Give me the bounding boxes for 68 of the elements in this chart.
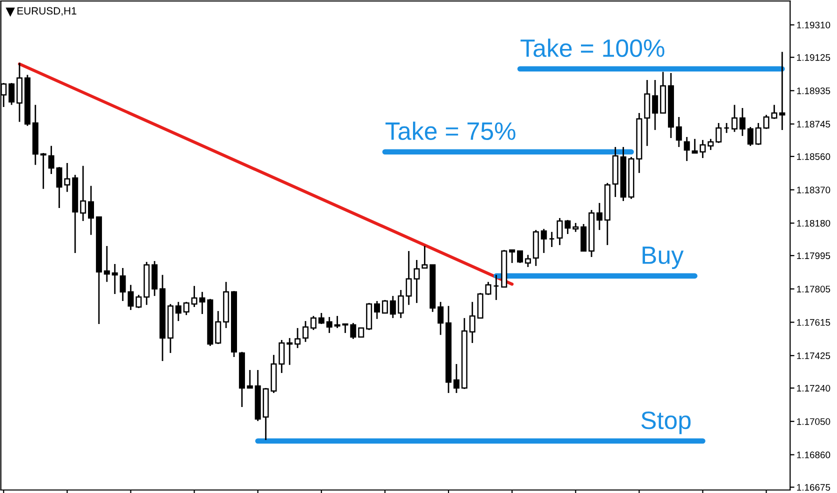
candlestick: [469, 301, 476, 344]
candlestick: [540, 228, 547, 254]
candlestick: [318, 312, 324, 325]
y-tick-label: 1.17995: [797, 252, 830, 260]
candlestick: [310, 315, 316, 331]
y-tick-label: 1.16675: [797, 484, 830, 491]
y-tick-label: 1.17240: [797, 384, 830, 392]
candlestick: [183, 301, 190, 316]
y-tick-label: 1.19125: [797, 54, 830, 61]
y-tick-label: 1.19310: [797, 22, 830, 28]
candlestick: [104, 245, 110, 283]
candlestick: [724, 122, 730, 134]
candlestick: [524, 254, 531, 268]
candlestick: [246, 369, 253, 389]
candlestick: [64, 162, 70, 193]
y-tick-label: 1.18745: [797, 120, 830, 128]
y-tick-label: 1.17615: [797, 319, 830, 326]
series-label: Stop: [641, 411, 691, 434]
text: EURUSD,H1: [17, 7, 76, 16]
series-label: Take = 100%: [520, 38, 664, 58]
candlestick: [382, 299, 388, 314]
candlestick: [739, 107, 746, 137]
candlestick: [453, 363, 460, 394]
y-tick-label: 1.18370: [797, 186, 830, 194]
candlestick: [755, 122, 762, 146]
y-tick-label: 1.17805: [797, 286, 830, 292]
y-tick-label: 1.17425: [797, 352, 830, 360]
candlestick: [374, 300, 380, 320]
series-label: Take = 75%: [386, 122, 516, 140]
y-tick-label: 1.17050: [797, 418, 830, 425]
candlestick: [716, 122, 722, 144]
candlestick: [286, 337, 293, 366]
candlestick: [596, 202, 602, 231]
candlestick: [779, 51, 786, 131]
candlestick: [509, 249, 516, 264]
candlestick: [747, 126, 754, 147]
y-tick-label: 1.18935: [797, 87, 830, 94]
candlestick: [294, 327, 301, 349]
candlestick: [390, 295, 396, 319]
candlestick: [556, 217, 563, 246]
candlestick: [652, 79, 658, 131]
y-tick-label: 1.18180: [797, 220, 830, 227]
candlestick: [88, 185, 94, 236]
candlestick: [676, 116, 682, 148]
y-tick-label: 1.18560: [797, 153, 830, 160]
candlestick: [684, 136, 690, 162]
candlestick: [302, 320, 309, 343]
candlestick: [732, 104, 738, 133]
candlestick: [112, 263, 118, 295]
candlestick: [278, 339, 285, 374]
candlestick: [548, 231, 555, 248]
candlestick: [8, 82, 15, 106]
series-label: Buy: [642, 246, 684, 269]
candlestick: [80, 165, 86, 222]
candlestick: [175, 301, 182, 322]
candlestick: [398, 289, 404, 319]
candlestick: [326, 316, 332, 334]
candlestick: [40, 152, 46, 190]
candlestick: [493, 274, 500, 301]
y-tick-label: 1.16860: [797, 452, 830, 458]
candlestick: [708, 138, 714, 151]
candlestick: [422, 245, 428, 269]
candlestick: [438, 301, 444, 336]
candlestick: [215, 310, 222, 345]
candlestick: [564, 219, 571, 235]
candlestick: [350, 322, 356, 340]
candlestick: [136, 294, 142, 309]
candlestick: [517, 250, 524, 264]
